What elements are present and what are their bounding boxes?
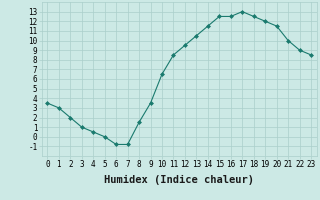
X-axis label: Humidex (Indice chaleur): Humidex (Indice chaleur) (104, 175, 254, 185)
